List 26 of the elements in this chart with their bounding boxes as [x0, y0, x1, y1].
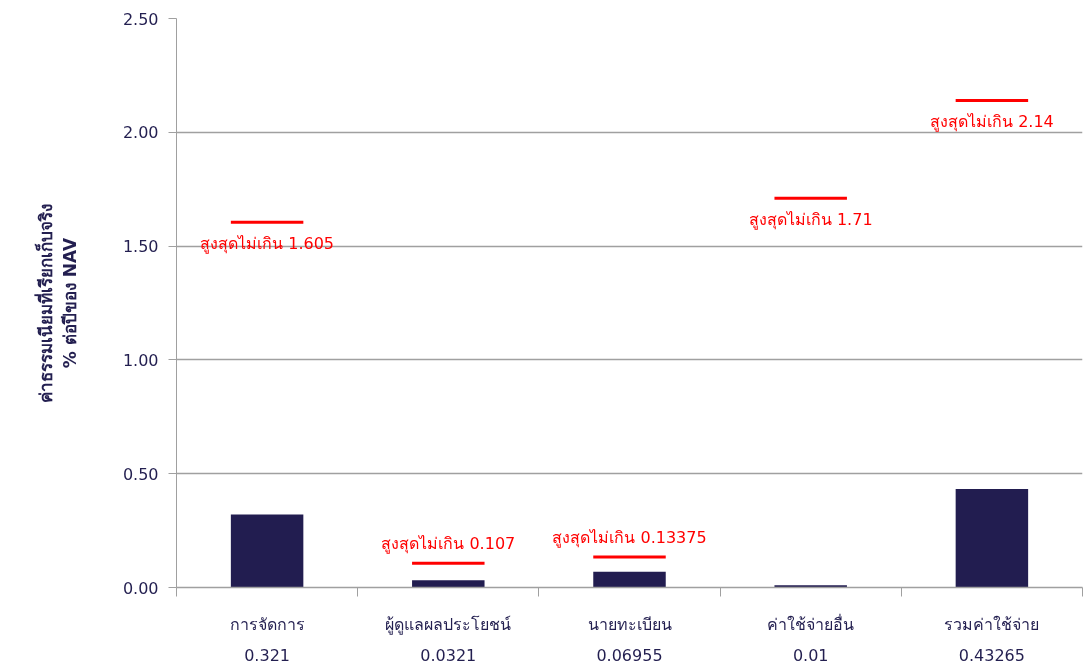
- ref-line-label: สูงสุดไม่เกิน 2.14: [930, 112, 1054, 133]
- y-axis-title: ค่าธรรมเนียมที่เรียกเก็บจริง % ต่อปีของ NAV: [33, 203, 80, 403]
- data-label: 0.43265: [958, 645, 1025, 665]
- ref-line-label: สูงสุดไม่เกิน 0.13375: [552, 528, 707, 549]
- bar: [955, 489, 1029, 588]
- x-tick-label: นายทะเบียน: [587, 614, 672, 634]
- bar: [230, 514, 304, 588]
- data-label: 0.0321: [420, 645, 477, 665]
- y-tick-label: 1.50: [122, 237, 159, 257]
- bar: [412, 580, 485, 588]
- x-tick-label: ผู้ดูแลผลประโยชน์: [385, 614, 512, 635]
- ref-line-label: สูงสุดไม่เกิน 0.107: [381, 534, 516, 555]
- ref-line-label: สูงสุดไม่เกิน 1.605: [200, 234, 335, 255]
- data-label: 0.321: [244, 645, 291, 665]
- y-tick-label: 0.50: [122, 464, 159, 484]
- y-tick-label: 1.00: [122, 350, 159, 370]
- bar: [593, 571, 666, 588]
- y-tick-label: 2.50: [122, 9, 159, 29]
- ref-line-label: สูงสุดไม่เกิน 1.71: [748, 210, 873, 231]
- x-tick-label: ค่าใช้จ่ายอื่น: [767, 612, 855, 634]
- x-tick-label: รวมค่าใช้จ่าย: [944, 614, 1040, 634]
- y-tick-label: 0.00: [122, 578, 159, 598]
- data-label: 0.01: [792, 645, 829, 665]
- y-tick-label: 2.00: [122, 123, 159, 143]
- x-tick-label: การจัดการ: [229, 614, 305, 634]
- data-label: 0.06955: [596, 645, 663, 665]
